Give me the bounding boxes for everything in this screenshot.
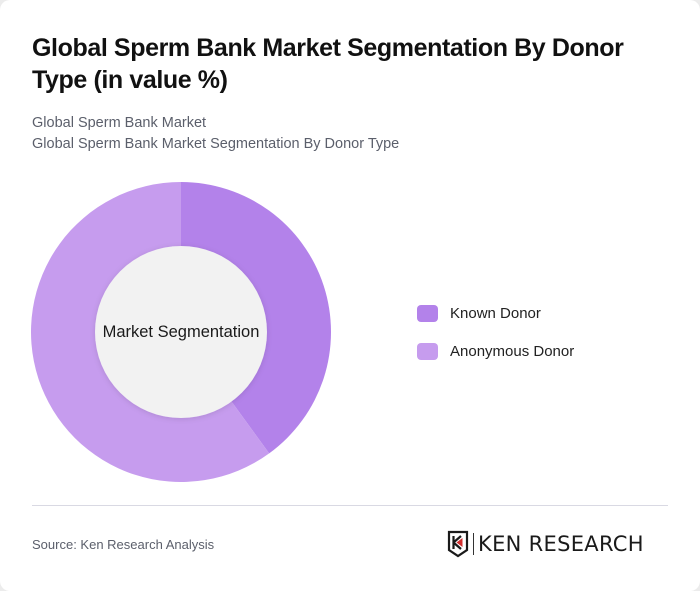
ken-research-shield-icon	[447, 530, 469, 558]
chart-title: Global Sperm Bank Market Segmentation By…	[32, 34, 624, 94]
donut-hole	[95, 246, 267, 418]
legend-label-anonymous-donor: Anonymous Donor	[450, 342, 575, 360]
legend-swatch-known-donor	[417, 304, 438, 322]
logo-separator	[473, 533, 474, 555]
donut-chart	[30, 182, 331, 483]
legend-swatch-anonymous-donor	[417, 342, 438, 360]
source-note: Source: Ken Research Analysis	[32, 537, 215, 552]
ken-research-logo: KEN RESEARCH	[447, 530, 644, 558]
chart-subtitle-market: Global Sperm Bank Market	[32, 115, 207, 131]
legend-item-known-donor[interactable]: Known Donor	[417, 303, 574, 323]
chart-subtitle-segmentation: Global Sperm Bank Market Segmentation By…	[32, 136, 400, 152]
donut-center-label: Market Segmentation	[102, 323, 260, 341]
legend-item-anonymous-donor[interactable]: Anonymous Donor	[417, 341, 574, 361]
footer-divider	[32, 505, 668, 506]
chart-legend: Known Donor Anonymous Donor	[417, 303, 574, 379]
logo-text: KEN RESEARCH	[478, 532, 644, 556]
legend-label-known-donor: Known Donor	[450, 304, 541, 322]
